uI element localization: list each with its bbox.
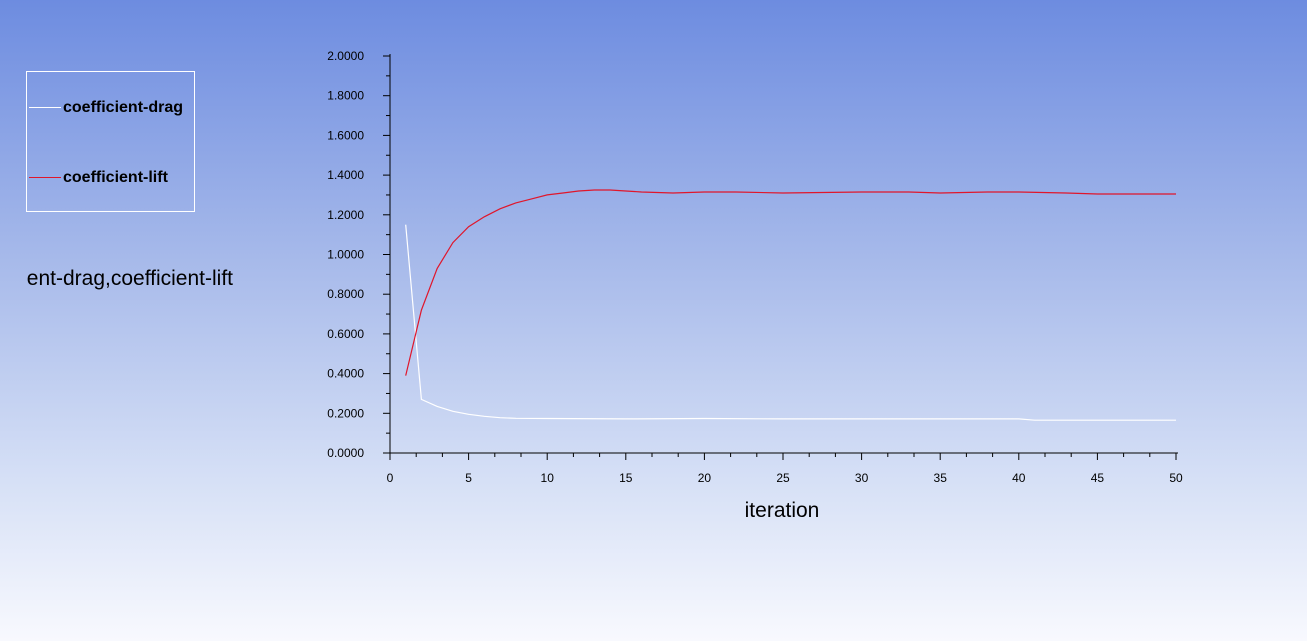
x-tick-label: 35: [934, 471, 948, 485]
y-tick-label: 1.0000: [327, 248, 364, 262]
legend: coefficient-drag coefficient-lift: [26, 71, 195, 212]
y-tick-label: 2.0000: [327, 49, 364, 63]
y-axis-label: ent-drag,coefficient-lift: [26, 267, 233, 290]
y-tick-label: 0.4000: [327, 367, 364, 381]
y-tick-label: 0.2000: [327, 406, 364, 420]
legend-label-drag: coefficient-drag: [63, 99, 184, 116]
series-line-coefficient-drag: [405, 224, 1176, 421]
x-tick-label: 20: [698, 471, 712, 485]
y-tick-label: 1.2000: [327, 208, 364, 222]
x-tick-label: 10: [541, 471, 555, 485]
axes: 0.0000 0.2000 0.4000 0.6000 0.8000 1.0000 1.20…: [327, 49, 1183, 485]
legend-label-lift: coefficient-lift: [63, 169, 168, 186]
x-tick-label: 30: [855, 471, 869, 485]
series-line-coefficient-lift: [405, 189, 1176, 376]
legend-swatch-lift: [29, 177, 61, 178]
y-tick-label: 0.0000: [327, 446, 364, 460]
y-tick-label: 1.4000: [327, 168, 364, 182]
x-tick-label: 25: [776, 471, 790, 485]
y-tick-label: 0.6000: [327, 327, 364, 341]
x-tick-label: 0: [387, 471, 394, 485]
x-tick-label: 40: [1012, 471, 1026, 485]
y-tick-label: 0.8000: [327, 287, 364, 301]
x-tick-label: 45: [1091, 471, 1105, 485]
y-tick-label: 1.8000: [327, 89, 364, 103]
x-axis-label: iteration: [745, 499, 820, 522]
x-tick-label: 50: [1169, 471, 1183, 485]
legend-swatch-drag: [29, 107, 61, 108]
x-tick-label: 15: [619, 471, 633, 485]
series-layer: [405, 189, 1176, 421]
y-tick-label: 1.6000: [327, 128, 364, 142]
x-tick-label: 5: [465, 471, 472, 485]
